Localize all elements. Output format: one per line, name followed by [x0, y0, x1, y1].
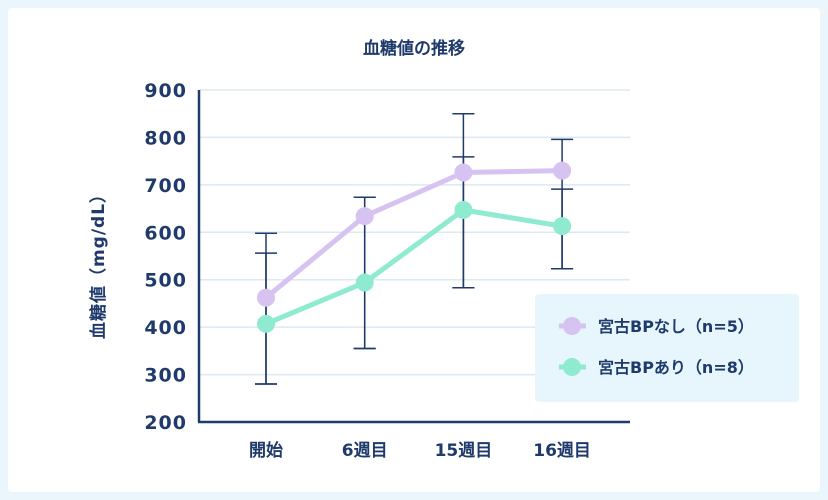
- data-point: [454, 163, 473, 182]
- x-tick-label: 開始: [249, 440, 283, 461]
- series-line: [264, 168, 563, 300]
- legend-label: 宮古BPなし（n=5）: [598, 317, 754, 336]
- legend-box: [535, 294, 799, 402]
- data-point: [454, 200, 473, 219]
- x-tick-label: 16週目: [533, 441, 591, 461]
- series-line: [265, 207, 563, 327]
- series-lines: [257, 161, 572, 333]
- y-tick-label: 400: [144, 317, 187, 339]
- y-tick-label: 200: [144, 412, 187, 434]
- data-point: [257, 314, 275, 333]
- y-tick-label: 300: [144, 365, 187, 387]
- y-tick-label: 700: [144, 175, 187, 197]
- x-tick-labels: 開始 6週目 15週目 16週目: [249, 440, 591, 461]
- legend-swatch-marker: [563, 317, 581, 335]
- y-axis-label: 血糖値（mg/dL）: [88, 185, 109, 339]
- legend: 宮古BPなし（n=5） 宮古BPあり（n=8）: [535, 294, 799, 402]
- data-point: [257, 288, 275, 307]
- y-tick-label: 900: [144, 80, 187, 102]
- y-tick-labels: 900 800 700 600 500 400 300 200: [144, 80, 187, 434]
- x-tick-label: 6週目: [342, 441, 388, 461]
- y-tick-label: 500: [144, 270, 187, 292]
- x-tick-label: 15週目: [435, 441, 493, 461]
- chart-card: 血糖値の推移 900 800 700 600 500 400 300 200 開始 6週目 15週…: [8, 8, 820, 492]
- data-point: [355, 273, 374, 292]
- data-point: [355, 207, 374, 226]
- y-tick-label: 800: [144, 127, 187, 149]
- data-point: [553, 217, 572, 236]
- chart-title: 血糖値の推移: [363, 38, 465, 59]
- y-tick-label: 600: [144, 222, 187, 244]
- line-chart: 血糖値の推移 900 800 700 600 500 400 300 200 開始 6週目 15週…: [88, 38, 799, 461]
- axes: [197, 90, 630, 424]
- legend-label: 宮古BPあり（n=8）: [598, 358, 754, 377]
- data-point: [553, 161, 572, 180]
- legend-swatch-marker: [563, 358, 581, 376]
